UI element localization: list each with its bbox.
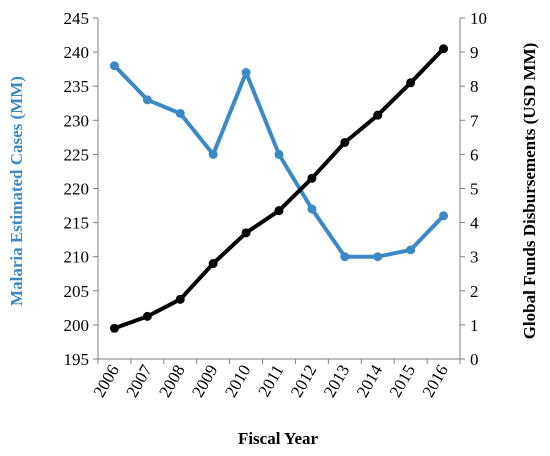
- left-tick-label: 215: [64, 214, 90, 233]
- x-tick-label: 2006: [89, 362, 122, 401]
- right-tick-label: 8: [470, 77, 479, 96]
- x-tick-label: 2015: [386, 362, 419, 401]
- plot-frame: [97, 18, 461, 360]
- left-tick-label: 245: [64, 9, 90, 28]
- right-axis-ticks: 0 1 2 3 4 5 6 7 8 9 10: [460, 9, 487, 369]
- disbursements-point: [340, 137, 350, 147]
- left-tick-label: 240: [64, 43, 90, 62]
- disbursements-point: [406, 78, 416, 88]
- right-tick-label: 1: [470, 316, 479, 335]
- left-tick-label: 205: [64, 282, 90, 301]
- x-axis-title: Fiscal Year: [238, 429, 319, 448]
- disbursements-point: [109, 323, 119, 333]
- right-tick-label: 10: [470, 9, 487, 28]
- malaria-cases-point: [142, 95, 152, 105]
- x-tick-label: 2011: [254, 362, 287, 400]
- left-tick-label: 200: [64, 316, 90, 335]
- left-tick-label: 225: [64, 145, 90, 164]
- disbursements-point: [241, 228, 251, 238]
- malaria-cases-point: [406, 245, 416, 255]
- malaria-cases-point: [109, 61, 119, 71]
- series-lines: [109, 44, 449, 333]
- right-tick-label: 2: [470, 282, 479, 301]
- left-axis-ticks: 195 200 205 210 215 220 225 230 235 240 245: [64, 9, 98, 369]
- x-tick-label: 2016: [419, 362, 452, 401]
- x-tick-label: 2008: [155, 362, 188, 401]
- right-tick-label: 5: [470, 180, 479, 199]
- x-tick-label: 2012: [287, 362, 320, 401]
- left-tick-label: 210: [64, 248, 90, 267]
- left-tick-label: 220: [64, 180, 90, 199]
- series-line-disbursements: [113, 47, 445, 331]
- malaria-cases-point: [274, 149, 284, 159]
- malaria-cases-point: [175, 108, 185, 118]
- malaria-cases-point: [241, 68, 251, 78]
- x-tick-label: 2013: [320, 362, 353, 401]
- malaria-cases-point: [208, 149, 218, 159]
- malaria-cases-point: [307, 204, 317, 214]
- series-line-malaria-cases: [113, 64, 445, 259]
- left-tick-label: 230: [64, 111, 90, 130]
- disbursements-point: [307, 173, 317, 183]
- malaria-cases-point: [439, 211, 449, 221]
- disbursements-point: [208, 259, 218, 269]
- disbursements-point: [175, 294, 185, 304]
- right-tick-label: 4: [470, 214, 479, 233]
- left-axis-title: Malaria Estimated Cases (MM): [7, 76, 26, 306]
- x-axis-ticks: 2006 2007 2008 2009 2010 2011 2012 2013 2014 2015…: [89, 359, 461, 401]
- disbursements-point: [373, 110, 383, 120]
- right-axis-title: Global Funds Disbursements (USD MM): [520, 43, 539, 340]
- disbursements-point: [274, 206, 284, 216]
- disbursements-point: [439, 44, 449, 54]
- right-tick-label: 6: [470, 145, 479, 164]
- left-tick-label: 235: [64, 77, 90, 96]
- x-tick-label: 2009: [188, 362, 221, 401]
- disbursements-point: [142, 311, 152, 321]
- right-tick-label: 0: [470, 350, 479, 369]
- right-tick-label: 7: [470, 111, 479, 130]
- malaria-cases-point: [340, 252, 350, 262]
- left-tick-label: 195: [64, 350, 90, 369]
- x-tick-label: 2007: [122, 361, 156, 400]
- right-tick-label: 9: [470, 43, 479, 62]
- right-tick-label: 3: [470, 248, 479, 267]
- x-tick-label: 2010: [221, 362, 254, 401]
- malaria-cases-point: [373, 252, 383, 262]
- x-tick-label: 2014: [353, 361, 387, 400]
